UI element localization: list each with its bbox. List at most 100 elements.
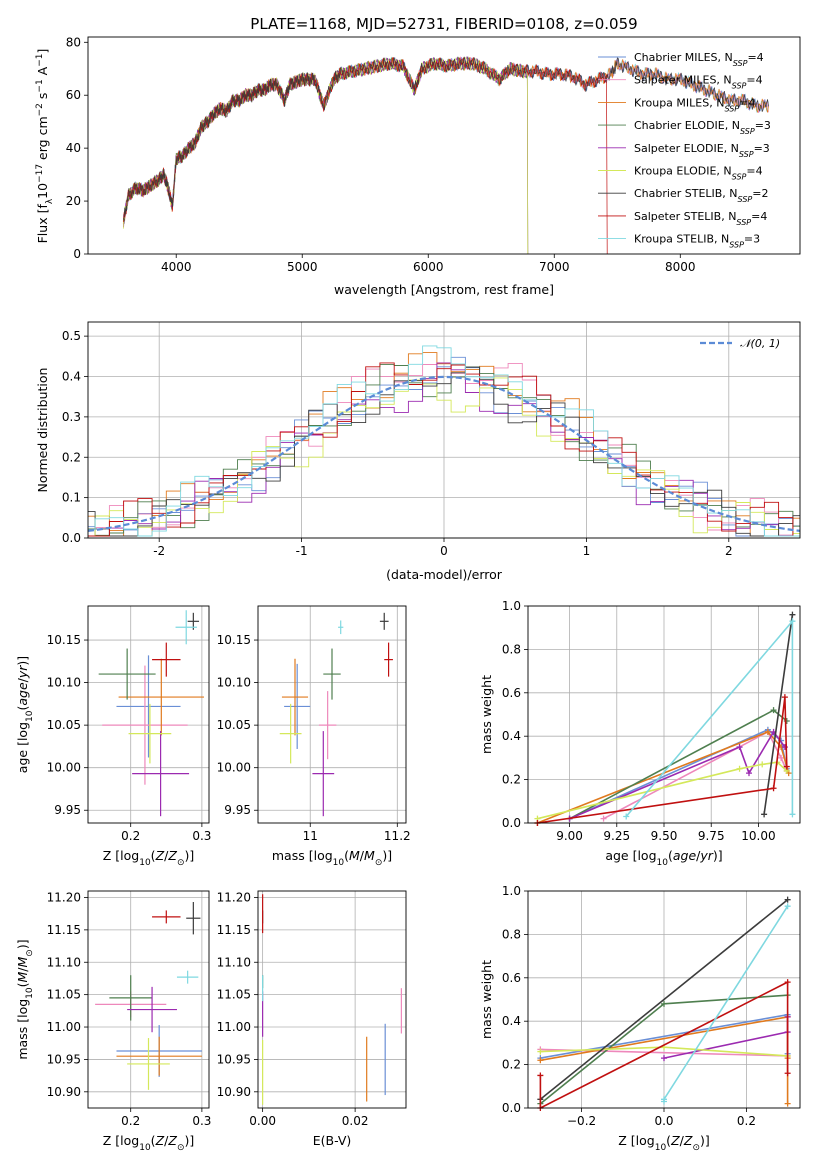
y-tick-label: 10.90 [47, 1085, 81, 1099]
spectrum-line-6 [123, 56, 769, 221]
weight-line-7 [537, 697, 788, 823]
x-tick-label: 0.00 [249, 1114, 276, 1128]
x-tick-label: -2 [153, 544, 165, 558]
weight-marker [781, 694, 788, 701]
error-bar-point-4 [312, 731, 335, 817]
y-tick-label: 11.20 [47, 890, 81, 904]
x-tick-label: 1 [583, 544, 591, 558]
y-tick-label: 80 [66, 35, 81, 49]
weight-marker [661, 1096, 667, 1103]
x-axis-label: mass [log10(M/M⊙)] [272, 848, 392, 868]
x-axis-label: E(B-V) [313, 1133, 352, 1148]
error-bar-point-7 [384, 642, 393, 677]
y-axis-label: mass weight [479, 675, 494, 754]
y-tick-label: 11.10 [217, 955, 251, 969]
y-tick-label: 10.90 [217, 1085, 251, 1099]
weight-marker [770, 707, 777, 714]
weight-marker [784, 903, 791, 910]
y-tick-label: 10.95 [47, 1052, 81, 1066]
weight-marker [736, 744, 743, 751]
x-tick-label: 5000 [287, 260, 318, 274]
y-tick-label: 0.1 [62, 491, 81, 505]
weight-line-6 [539, 899, 789, 1100]
y-tick-label: 11.15 [47, 923, 81, 937]
error-bar-point-5 [279, 703, 302, 764]
y-tick-label: 9.95 [54, 803, 81, 817]
x-tick-label: 0.3 [192, 1114, 211, 1128]
error-bar-point-2 [281, 658, 309, 736]
y-tick-label: 20 [66, 194, 81, 208]
histogram-7 [88, 362, 800, 537]
y-tick-label: 11.00 [217, 1020, 251, 1034]
y-tick-label: 11.00 [47, 1020, 81, 1034]
y-tick-label: 0.3 [62, 410, 81, 424]
residuals-panel: -2 -1 0 1 2 0.0 0.1 0.2 0.3 0.4 0.5 𝒩(0, 1) (data-mo… [35, 321, 801, 582]
error-bar-point-3 [98, 648, 156, 700]
x-axis-label: wavelength [Angstrom, rest frame] [334, 282, 554, 297]
error-bar-point-3 [109, 975, 153, 1021]
weight-marker [783, 763, 790, 770]
weight-marker [764, 728, 771, 735]
age-vs-z-panel: 0.2 0.3 9.95 10.00 10.05 10.10 10.15 Z [log10(Z… [15, 605, 211, 868]
weight-line-8 [663, 905, 789, 1102]
x-tick-label: 9.25 [603, 829, 630, 843]
axes-frame [87, 605, 210, 824]
error-bar-point-8 [175, 610, 197, 645]
weight-marker [789, 611, 796, 618]
axes-frame [257, 605, 407, 824]
legend-entry: Salpeter ELODIE, NSSP=3 [634, 142, 770, 159]
y-tick-label: 0.6 [502, 971, 521, 985]
y-tick-label: 0.0 [502, 816, 521, 830]
spectrum-panel: 4000 5000 6000 7000 8000 0 20 40 60 80 PLATE=1168,… [35, 15, 801, 297]
y-tick-label: 10.10 [47, 676, 81, 690]
y-axis-label: mass [log10(M/M⊙)] [15, 939, 35, 1059]
legend-entry: Salpeter MILES, NSSP=4 [634, 74, 763, 91]
y-tick-label: 0.2 [502, 1058, 521, 1072]
y-tick-label: 11.20 [217, 890, 251, 904]
x-tick-label: 4000 [161, 260, 192, 274]
error-bar-point-0 [284, 663, 311, 749]
error-bar-point-5 [128, 703, 172, 764]
y-tick-label: 0.4 [502, 729, 521, 743]
error-bar-point-0 [116, 655, 181, 758]
weight-marker [537, 1072, 544, 1079]
y-tick-label: 10.15 [217, 633, 251, 647]
weight-line-4 [569, 730, 786, 820]
y-tick-label: 0.4 [502, 1014, 521, 1028]
mass-vs-z-panel: 0.2 0.3 10.90 10.95 11.00 11.05 11.10 11.15 11.2… [15, 890, 211, 1153]
y-tick-label: 0.6 [502, 686, 521, 700]
x-tick-label: 9.50 [651, 829, 678, 843]
error-bar-point-8 [338, 620, 344, 635]
y-tick-label: 0.0 [502, 1101, 521, 1115]
axes-frame [257, 890, 407, 1109]
error-bar-point-3 [323, 648, 341, 700]
y-tick-label: 0 [73, 247, 81, 261]
error-bar-point-2 [118, 658, 205, 736]
y-tick-label: 0.2 [62, 450, 81, 464]
y-axis-label: Normed distribution [35, 368, 50, 493]
x-tick-label: 2 [725, 544, 733, 558]
y-tick-label: 11.10 [47, 955, 81, 969]
legend-entry: Kroupa MILES, NSSP=4 [634, 96, 755, 113]
y-tick-label: 0.2 [502, 773, 521, 787]
x-tick-label: 8000 [665, 260, 696, 274]
y-tick-label: 10.15 [47, 633, 81, 647]
axes-frame [87, 36, 801, 255]
y-tick-label: 0.4 [62, 370, 81, 384]
x-tick-label: 0.2 [121, 829, 140, 843]
y-tick-label: 1.0 [502, 599, 521, 613]
y-tick-label: 10.00 [217, 761, 251, 775]
x-axis-label: Z [log10(Z/Z⊙)] [103, 1133, 195, 1153]
legend-entry: Kroupa ELODIE, NSSP=4 [634, 165, 763, 182]
y-tick-label: 10.00 [47, 761, 81, 775]
axes-frame [527, 890, 801, 1109]
legend-entry: Chabrier MILES, NSSP=4 [634, 51, 764, 68]
error-bar-point-4 [132, 731, 190, 817]
normal-curve [87, 375, 801, 532]
x-tick-label: 6000 [413, 260, 444, 274]
x-tick-label: -1 [296, 544, 308, 558]
x-tick-label: 11 [303, 829, 318, 843]
weight-marker [623, 813, 630, 820]
weight-marker [789, 811, 796, 818]
y-axis-label: age [log10(age/yr)] [15, 656, 35, 773]
